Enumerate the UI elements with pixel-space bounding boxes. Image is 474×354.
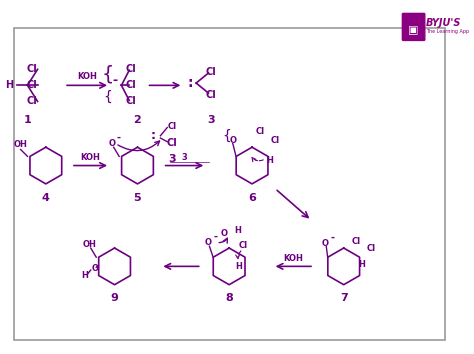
Text: Cl: Cl [125, 80, 136, 90]
Text: Cl: Cl [27, 64, 37, 74]
Text: Cl: Cl [27, 96, 37, 107]
Text: {: { [222, 129, 231, 143]
Text: Cl: Cl [352, 237, 361, 246]
Text: 1: 1 [24, 115, 31, 125]
Text: 5: 5 [134, 193, 141, 202]
Text: O: O [205, 238, 212, 247]
Text: 2: 2 [134, 115, 141, 125]
Text: {: { [103, 90, 112, 104]
Text: Cl: Cl [167, 122, 176, 131]
Text: Cl: Cl [125, 64, 136, 74]
Text: H: H [5, 80, 13, 90]
Text: BYJU'S: BYJU'S [426, 18, 462, 28]
Text: O: O [221, 229, 228, 238]
Text: Cl: Cl [270, 136, 280, 145]
Text: 3: 3 [207, 115, 215, 125]
Text: Cl: Cl [205, 90, 216, 99]
Text: H: H [266, 155, 273, 165]
Text: OH: OH [82, 240, 96, 249]
Text: H: H [82, 271, 88, 280]
Text: -: - [330, 233, 334, 243]
Text: Cl: Cl [166, 138, 177, 148]
Text: O: O [322, 239, 329, 248]
Text: KOH: KOH [80, 153, 100, 162]
Text: 3: 3 [182, 153, 187, 162]
Text: -: - [116, 133, 120, 143]
Text: 6: 6 [248, 193, 256, 202]
Text: 8: 8 [225, 293, 233, 303]
Text: O: O [109, 139, 116, 148]
Text: 3: 3 [168, 154, 176, 164]
Text: :: : [187, 76, 193, 90]
Text: H: H [235, 262, 242, 271]
FancyBboxPatch shape [14, 28, 445, 340]
Text: Cl: Cl [205, 67, 216, 76]
Text: OH: OH [14, 141, 27, 149]
Text: Cl: Cl [366, 245, 376, 253]
Text: KOH: KOH [283, 253, 303, 263]
Text: -: - [112, 74, 117, 87]
Text: ▣: ▣ [408, 25, 419, 35]
Text: The Learning App: The Learning App [426, 29, 469, 34]
Text: Cl: Cl [256, 127, 265, 136]
Text: H: H [359, 259, 365, 269]
Text: -: - [213, 232, 218, 242]
Text: 9: 9 [110, 293, 118, 303]
Text: :: : [151, 129, 156, 142]
Text: KOH: KOH [77, 72, 97, 81]
Text: 4: 4 [42, 193, 50, 202]
Text: O: O [92, 264, 99, 273]
Text: O: O [229, 136, 237, 145]
Text: {: { [101, 64, 114, 84]
Text: Cl: Cl [238, 241, 247, 250]
Text: Cl: Cl [27, 80, 37, 90]
Text: Cl: Cl [125, 96, 136, 107]
FancyBboxPatch shape [402, 13, 425, 40]
Text: 7: 7 [340, 293, 347, 303]
Text: H: H [234, 226, 241, 235]
